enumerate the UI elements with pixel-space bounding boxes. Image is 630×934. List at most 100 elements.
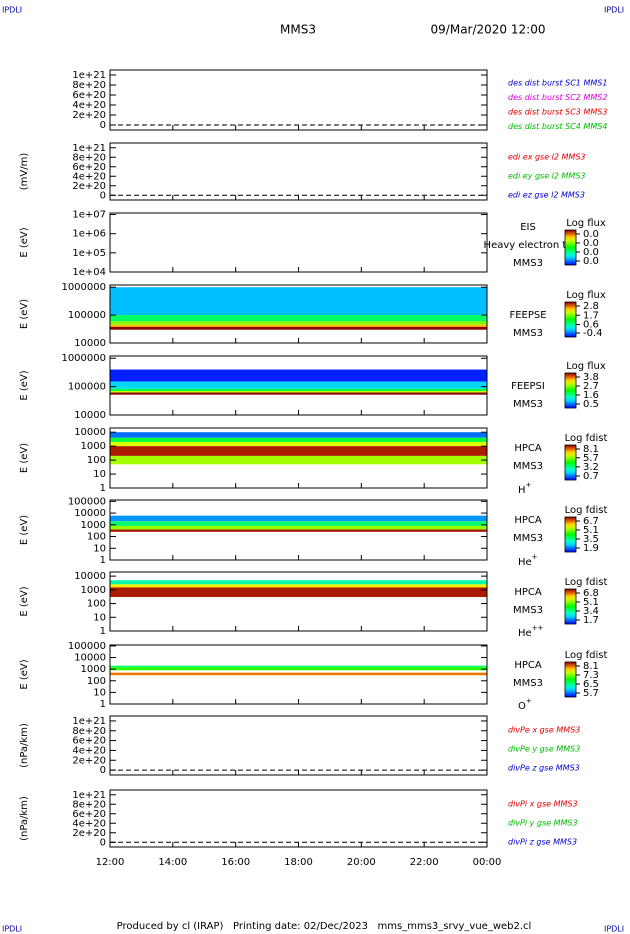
y-tick-label: 0 xyxy=(100,837,106,848)
spectrogram-band xyxy=(110,665,487,668)
colorbar-title: Log fdist xyxy=(565,650,608,661)
colorbar-title: Log fdist xyxy=(565,433,608,444)
y-tick-label: 10000 xyxy=(74,338,106,349)
spectrogram-band xyxy=(110,455,487,465)
legend-entry: divPi z gse MMS3 xyxy=(508,838,577,847)
colorbar xyxy=(564,301,577,338)
y-tick-label: 10000 xyxy=(74,410,106,421)
y-tick-label: 1e+04 xyxy=(72,267,106,278)
colorbar-tick-label: 6.8 xyxy=(583,588,599,599)
corner-label: IPDLI xyxy=(2,925,22,934)
panel-label: FEEPSI xyxy=(511,381,545,392)
y-tick-label: 100 xyxy=(87,455,106,466)
legend-entry: edi ez gse l2 MMS3 xyxy=(508,191,585,200)
legend-entry: divPe z gse MMS3 xyxy=(508,764,580,773)
x-tick-label: 00:00 xyxy=(473,857,502,868)
y-tick-label: 10000 xyxy=(74,508,106,519)
colorbar-tick-label: 0.5 xyxy=(583,399,599,410)
species-label: He+ xyxy=(518,553,538,568)
colorbar-tick-label: 7.3 xyxy=(583,670,599,681)
spectrogram-band xyxy=(110,441,487,447)
colorbar-tick-label: 5.1 xyxy=(583,525,599,536)
spectrogram-band xyxy=(110,315,487,322)
colorbar-title: Log fdist xyxy=(565,577,608,588)
colorbar-tick-label: 1.9 xyxy=(583,543,599,554)
legend-entry: des dist burst SC1 MMS1 xyxy=(508,79,607,88)
colorbar-tick-label: 1.7 xyxy=(583,310,599,321)
y-axis-label: E (eV) xyxy=(19,586,30,616)
y-tick-label: 10 xyxy=(93,543,106,554)
y-tick-label: 8e+20 xyxy=(72,152,106,163)
y-tick-label: 1e+21 xyxy=(72,143,106,154)
panel-frame xyxy=(109,212,488,273)
legend-entry: divPi x gse MMS3 xyxy=(508,800,578,809)
x-tick-label: 20:00 xyxy=(347,857,376,868)
colorbar-title: Log flux xyxy=(566,361,606,372)
x-tick-label: 12:00 xyxy=(96,857,125,868)
footer: Produced by cl (IRAP) Printing date: 02/… xyxy=(117,921,532,932)
legend-entry: divPe x gse MMS3 xyxy=(508,726,580,735)
panel-label: MMS3 xyxy=(513,678,543,689)
species-label: H+ xyxy=(518,481,532,496)
spectrogram-band xyxy=(110,326,487,330)
y-tick-label: 1000 xyxy=(81,520,106,531)
spectrogram-band xyxy=(110,580,487,585)
colorbar-tick-label: 5.7 xyxy=(583,453,599,464)
colorbar xyxy=(564,588,577,625)
legend-entry: divPe y gse MMS3 xyxy=(508,745,580,754)
y-tick-label: 1e+21 xyxy=(72,790,106,801)
panel-label: MMS3 xyxy=(513,461,543,472)
date: 09/Mar/2020 12:00 xyxy=(431,23,546,37)
colorbar-tick-label: 3.5 xyxy=(583,534,599,545)
y-tick-label: 0 xyxy=(100,120,106,131)
y-tick-label: 6e+20 xyxy=(72,809,106,820)
spectrogram-band xyxy=(110,515,487,522)
spectrogram-band xyxy=(110,392,487,395)
spectrogram-band xyxy=(110,667,487,671)
colorbar xyxy=(564,372,577,409)
y-axis-label: (mV/m) xyxy=(19,153,30,191)
y-tick-label: 1e+06 xyxy=(72,229,106,240)
colorbar-tick-label: -0.4 xyxy=(583,328,603,339)
corner-label: IPDLI xyxy=(2,6,22,15)
panel-label: MMS3 xyxy=(513,258,543,269)
spectrogram-band xyxy=(110,369,487,382)
colorbar-tick-label: 0.0 xyxy=(583,229,599,240)
y-tick-label: 8e+20 xyxy=(72,726,106,737)
panel-label: EIS xyxy=(520,222,536,233)
species-label: He++ xyxy=(518,624,544,639)
y-tick-label: 2e+20 xyxy=(72,828,106,839)
spectrogram-band xyxy=(110,437,487,442)
y-tick-label: 10 xyxy=(93,687,106,698)
colorbar-tick-label: 0.0 xyxy=(583,247,599,258)
y-tick-label: 8e+20 xyxy=(72,80,106,91)
x-tick-label: 22:00 xyxy=(410,857,439,868)
y-tick-label: 100 xyxy=(87,676,106,687)
colorbar-tick-label: 8.1 xyxy=(583,661,599,672)
panel-frame xyxy=(109,142,488,201)
panel-label: HPCA xyxy=(514,515,542,526)
species-charge: + xyxy=(526,697,532,705)
y-tick-label: 1 xyxy=(100,483,106,494)
corner-label: IPDLI xyxy=(604,925,624,934)
y-tick-label: 100 xyxy=(87,532,106,543)
spectrogram-band xyxy=(110,672,487,676)
species-label: O+ xyxy=(518,697,532,712)
y-tick-label: 10000 xyxy=(74,653,106,664)
y-tick-label: 100000 xyxy=(68,382,106,393)
y-tick-label: 1 xyxy=(100,555,106,566)
colorbar-tick-label: 5.7 xyxy=(583,688,599,699)
colorbar xyxy=(564,229,577,266)
colorbar-tick-label: 0.7 xyxy=(583,471,599,482)
colorbar-tick-label: 1.7 xyxy=(583,615,599,626)
colorbar-tick-label: 0.6 xyxy=(583,320,599,331)
colorbar-tick-label: 1.6 xyxy=(583,390,599,401)
y-tick-label: 6e+20 xyxy=(72,162,106,173)
x-tick-label: 14:00 xyxy=(158,857,187,868)
colorbar xyxy=(564,444,577,481)
spectrogram-band xyxy=(110,432,487,438)
y-axis-label: (nPa/km) xyxy=(19,723,30,768)
species-name: He xyxy=(518,628,532,639)
y-axis-label: E (eV) xyxy=(19,370,30,400)
